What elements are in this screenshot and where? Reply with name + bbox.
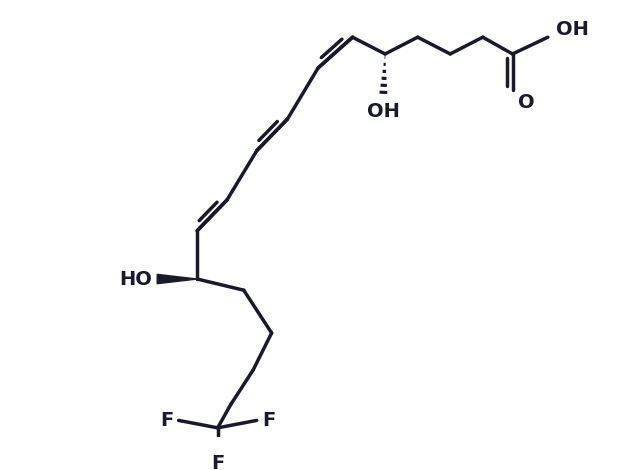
Text: F: F: [160, 411, 173, 430]
Text: HO: HO: [120, 269, 152, 289]
Text: O: O: [518, 93, 535, 112]
Text: F: F: [211, 454, 224, 470]
Text: OH: OH: [556, 20, 589, 39]
Text: OH: OH: [367, 102, 400, 121]
Text: F: F: [262, 411, 276, 430]
Polygon shape: [157, 274, 197, 284]
